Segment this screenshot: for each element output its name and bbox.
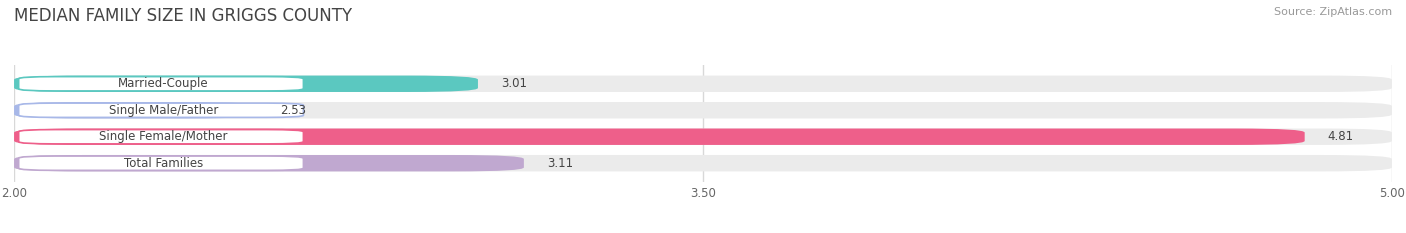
Text: MEDIAN FAMILY SIZE IN GRIGGS COUNTY: MEDIAN FAMILY SIZE IN GRIGGS COUNTY [14,7,352,25]
Text: 3.11: 3.11 [547,157,574,170]
FancyBboxPatch shape [14,129,1392,145]
Text: Total Families: Total Families [124,157,202,170]
FancyBboxPatch shape [18,103,304,117]
FancyBboxPatch shape [14,75,1392,92]
FancyBboxPatch shape [14,102,1392,118]
FancyBboxPatch shape [14,75,478,92]
Text: Single Female/Mother: Single Female/Mother [98,130,228,143]
Text: Source: ZipAtlas.com: Source: ZipAtlas.com [1274,7,1392,17]
Text: Married-Couple: Married-Couple [118,77,208,90]
Text: Single Male/Father: Single Male/Father [108,104,218,117]
Text: 3.01: 3.01 [501,77,527,90]
FancyBboxPatch shape [18,77,304,91]
FancyBboxPatch shape [14,129,1305,145]
FancyBboxPatch shape [18,156,304,170]
Text: 4.81: 4.81 [1327,130,1354,143]
FancyBboxPatch shape [18,130,304,144]
Text: 2.53: 2.53 [280,104,307,117]
FancyBboxPatch shape [14,155,524,171]
FancyBboxPatch shape [14,155,1392,171]
FancyBboxPatch shape [14,102,257,118]
